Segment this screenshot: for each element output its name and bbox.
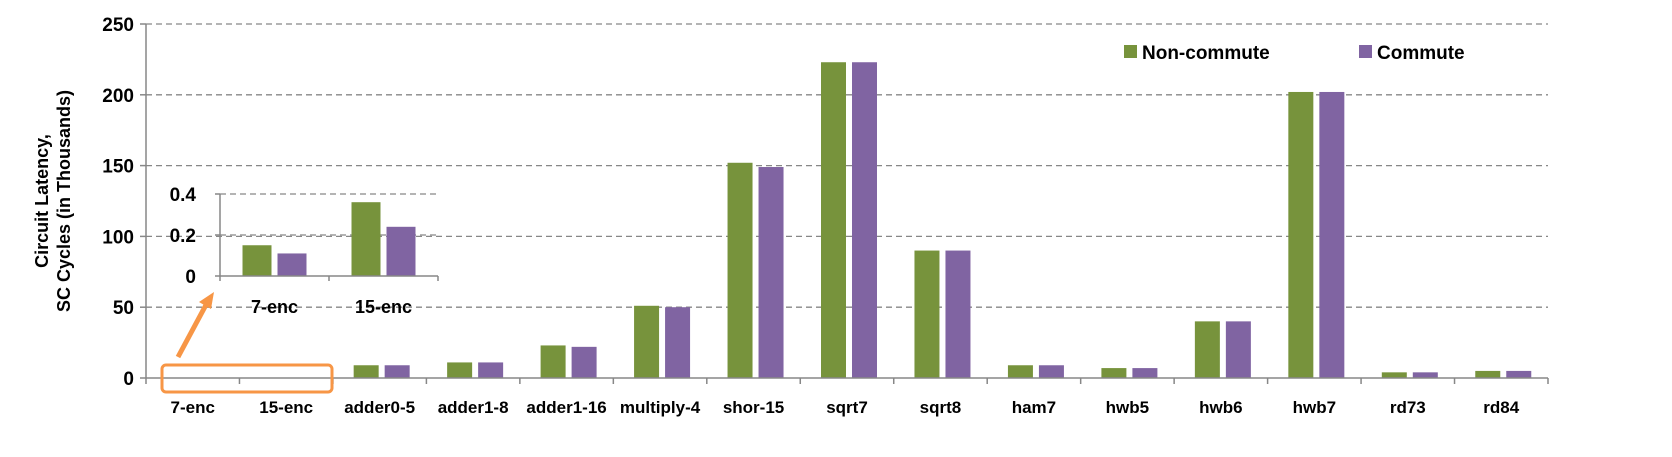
bar-commute (1412, 372, 1438, 378)
inset-bar-non-commute (242, 245, 272, 276)
legend-swatch (1124, 45, 1137, 58)
bar-non-commute (1194, 321, 1220, 378)
legend-label: Non-commute (1142, 43, 1270, 64)
bar-commute (478, 362, 504, 378)
y-tick-label: 0 (123, 369, 134, 390)
main-axes (140, 23, 1549, 384)
x-tick-label: adder1-8 (438, 398, 509, 417)
bar-non-commute (914, 250, 940, 378)
x-tick-label: ham7 (1012, 398, 1056, 417)
x-tick-label: shor-15 (723, 398, 784, 417)
bar-commute (1038, 365, 1064, 378)
bar-commute (1319, 91, 1345, 378)
x-tick-label: sqrt7 (826, 398, 868, 417)
bar-commute (1506, 370, 1532, 378)
bar-non-commute (1007, 365, 1033, 378)
x-tick-label: adder0-5 (344, 398, 415, 417)
y-axis-label-line: SC Cycles (in Thousands) (54, 90, 74, 312)
x-tick-label: 7-enc (171, 398, 215, 417)
x-tick-label: 15-enc (259, 398, 313, 417)
bar-non-commute (540, 345, 566, 378)
bar-non-commute (353, 365, 379, 378)
main-y-tick-labels: 0 50 100 150 200 250 (102, 15, 134, 390)
x-tick-label: hwb7 (1293, 398, 1336, 417)
bar-commute (665, 307, 691, 378)
y-tick-label: 100 (102, 227, 134, 248)
bar-commute (852, 62, 877, 379)
main-bars (166, 62, 1532, 379)
bar-non-commute (821, 62, 846, 379)
y-tick-label: 50 (113, 298, 134, 319)
bar-commute (1132, 368, 1158, 378)
legend-swatch (1359, 45, 1372, 58)
zoom-highlight (160, 292, 334, 394)
legend-label: Commute (1377, 43, 1465, 64)
bar-commute (571, 346, 597, 378)
inset-x-tick-label: 15-enc (355, 297, 412, 317)
y-axis-label: Circuit Latency, SC Cycles (in Thousands) (32, 90, 74, 312)
x-tick-label: rd73 (1390, 398, 1426, 417)
bar-non-commute (634, 305, 660, 378)
y-tick-label: 200 (102, 86, 134, 107)
bar-non-commute (727, 162, 753, 378)
main-x-tick-labels: 7-enc 15-enc adder0-5 adder1-8 adder1-16 mult… (171, 398, 1520, 417)
x-tick-label: rd84 (1483, 398, 1519, 417)
highlight-arrow (175, 301, 210, 359)
inset-y-tick-label: 0 (185, 267, 196, 288)
highlight-box (160, 363, 334, 394)
x-tick-label: multiply-4 (620, 398, 701, 417)
inset-y-tick-label: 0.4 (170, 185, 197, 206)
inset-bar-non-commute (351, 202, 381, 276)
bar-non-commute (1381, 372, 1407, 378)
inset-y-tick-label: 0.2 (170, 226, 196, 247)
bar-non-commute (1101, 368, 1127, 378)
bar-commute (1225, 321, 1251, 378)
x-tick-label: sqrt8 (920, 398, 962, 417)
bar-commute (758, 167, 784, 378)
highlight-arrowhead (199, 292, 214, 309)
y-tick-label: 250 (102, 15, 134, 36)
inset-bar-commute (386, 226, 416, 276)
y-tick-label: 150 (102, 157, 134, 178)
bar-commute (945, 250, 971, 378)
x-tick-label: adder1-16 (526, 398, 606, 417)
x-tick-label: hwb5 (1106, 398, 1149, 417)
inset-x-tick-label: 7-enc (251, 297, 298, 317)
bar-non-commute (447, 362, 473, 378)
inset-bar-commute (277, 253, 307, 276)
bar-commute (384, 365, 410, 378)
bar-non-commute (1288, 91, 1314, 378)
x-tick-label: hwb6 (1199, 398, 1242, 417)
legend: Non-commute Commute (1124, 43, 1465, 64)
y-axis-label-line: Circuit Latency, (32, 134, 52, 268)
inset-chart: 7-enc 15-enc 0 0.2 0.4 (170, 185, 439, 317)
bar-non-commute (1475, 370, 1501, 378)
